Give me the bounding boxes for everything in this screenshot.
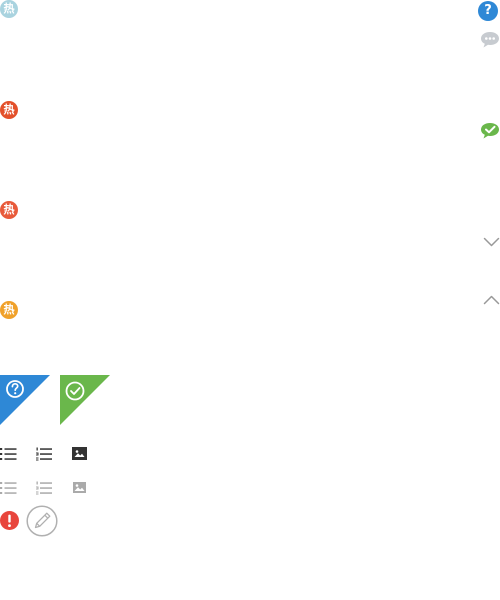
numbered-list-icon[interactable] bbox=[36, 481, 52, 495]
numbered-list-icon[interactable] bbox=[36, 447, 52, 461]
image-icon[interactable] bbox=[72, 481, 87, 494]
alert-icon bbox=[0, 511, 19, 530]
image-icon[interactable] bbox=[72, 447, 87, 460]
chat-check-icon[interactable] bbox=[480, 122, 500, 140]
question-corner-ribbon-icon bbox=[0, 375, 50, 425]
hot-badge-icon: 热 bbox=[0, 201, 18, 219]
bullet-list-icon[interactable] bbox=[0, 447, 17, 461]
chevron-up-icon[interactable] bbox=[483, 294, 500, 306]
hot-badge-icon: 热 bbox=[0, 101, 18, 119]
chevron-down-icon[interactable] bbox=[483, 236, 500, 248]
help-icon[interactable]: ? bbox=[478, 1, 498, 21]
hot-badge-icon: 热 bbox=[0, 301, 18, 319]
chat-bubble-icon[interactable] bbox=[480, 31, 500, 49]
bullet-list-icon[interactable] bbox=[0, 481, 17, 495]
edit-pencil-icon[interactable] bbox=[26, 505, 58, 537]
check-corner-ribbon-icon bbox=[60, 375, 110, 425]
hot-badge-icon: 热 bbox=[0, 0, 18, 18]
